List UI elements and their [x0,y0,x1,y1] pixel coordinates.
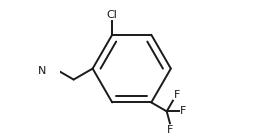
Text: N: N [38,66,46,76]
Text: F: F [180,106,186,116]
Text: F: F [167,125,173,135]
Text: Cl: Cl [107,10,118,20]
Text: F: F [174,90,180,100]
